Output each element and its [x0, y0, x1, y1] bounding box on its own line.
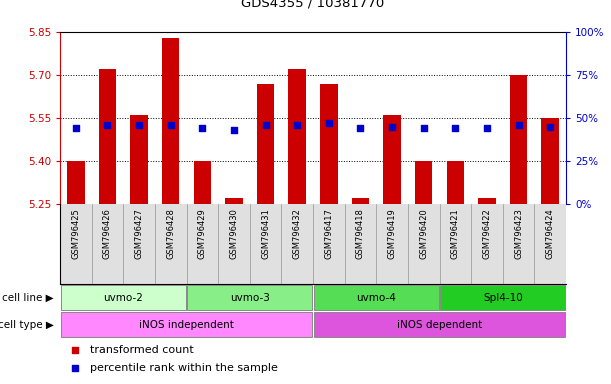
Point: [70, 365, 80, 371]
Bar: [415, 161, 433, 204]
Bar: [314, 312, 565, 337]
Bar: [225, 199, 243, 204]
Text: iNOS dependent: iNOS dependent: [397, 319, 482, 329]
Text: percentile rank within the sample: percentile rank within the sample: [90, 363, 278, 373]
Text: uvmo-3: uvmo-3: [230, 293, 269, 303]
Bar: [194, 161, 211, 204]
Text: iNOS independent: iNOS independent: [139, 319, 234, 329]
Text: GSM796417: GSM796417: [324, 208, 334, 259]
Text: GSM796423: GSM796423: [514, 208, 523, 259]
Point: [70, 347, 80, 353]
Text: GSM796426: GSM796426: [103, 208, 112, 259]
Point: [450, 126, 460, 132]
Text: cell type ▶: cell type ▶: [0, 319, 54, 329]
Bar: [288, 70, 306, 204]
Text: GSM796420: GSM796420: [419, 208, 428, 259]
Text: GSM796419: GSM796419: [387, 208, 397, 259]
Bar: [314, 285, 439, 310]
Bar: [61, 312, 312, 337]
Text: GSM796427: GSM796427: [134, 208, 144, 259]
Point: [229, 127, 239, 133]
Point: [545, 124, 555, 130]
Bar: [441, 285, 565, 310]
Text: uvmo-4: uvmo-4: [356, 293, 396, 303]
Bar: [478, 199, 496, 204]
Point: [324, 120, 334, 126]
Point: [103, 122, 112, 128]
Point: [134, 122, 144, 128]
Point: [514, 122, 524, 128]
Bar: [188, 285, 312, 310]
Point: [482, 126, 492, 132]
Point: [419, 126, 428, 132]
Bar: [383, 115, 401, 204]
Point: [197, 126, 207, 132]
Bar: [162, 38, 180, 204]
Point: [356, 126, 365, 132]
Text: GSM796429: GSM796429: [198, 208, 207, 259]
Text: GSM796421: GSM796421: [451, 208, 460, 259]
Text: uvmo-2: uvmo-2: [103, 293, 143, 303]
Point: [71, 126, 81, 132]
Bar: [257, 84, 274, 204]
Bar: [99, 70, 116, 204]
Text: GDS4355 / 10381770: GDS4355 / 10381770: [241, 0, 385, 9]
Text: GSM796428: GSM796428: [166, 208, 175, 259]
Text: transformed count: transformed count: [90, 345, 194, 355]
Bar: [67, 161, 84, 204]
Bar: [130, 115, 148, 204]
Text: GSM796432: GSM796432: [293, 208, 302, 259]
Bar: [320, 84, 337, 204]
Bar: [447, 161, 464, 204]
Text: GSM796422: GSM796422: [483, 208, 491, 259]
Point: [261, 122, 271, 128]
Text: GSM796418: GSM796418: [356, 208, 365, 259]
Bar: [61, 285, 186, 310]
Text: GSM796425: GSM796425: [71, 208, 80, 259]
Point: [166, 122, 175, 128]
Point: [387, 124, 397, 130]
Bar: [541, 118, 559, 204]
Point: [292, 122, 302, 128]
Text: GSM796431: GSM796431: [261, 208, 270, 259]
Bar: [352, 199, 369, 204]
Text: cell line ▶: cell line ▶: [2, 293, 54, 303]
Text: Spl4-10: Spl4-10: [483, 293, 522, 303]
Text: GSM796424: GSM796424: [546, 208, 555, 259]
Text: GSM796430: GSM796430: [230, 208, 238, 259]
Bar: [510, 75, 527, 204]
